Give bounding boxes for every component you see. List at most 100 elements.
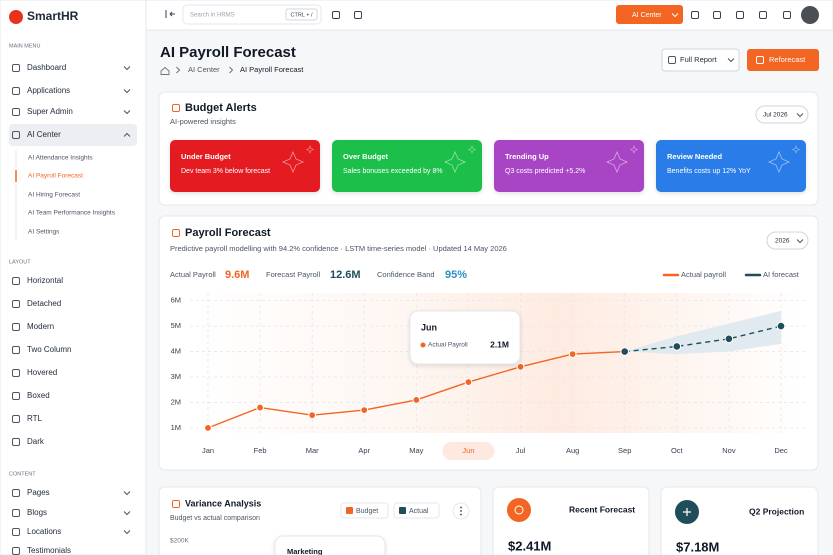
x-tick-label: Oct <box>671 446 684 455</box>
kpi-label: Confidence Band <box>377 270 435 279</box>
alert-title: Review Needed <box>667 152 722 161</box>
full-report-button[interactable] <box>661 48 740 72</box>
x-tick-label: Feb <box>254 446 267 455</box>
x-tick-label: Jan <box>202 446 214 455</box>
icon <box>713 11 721 19</box>
chevron <box>123 511 131 516</box>
menu-active-bg <box>9 124 137 146</box>
x-tick-label: Jun <box>462 446 474 455</box>
chevron <box>123 89 131 94</box>
tooltip-title: Marketing <box>287 547 323 555</box>
kpi-value: 9.6M <box>225 269 249 281</box>
menu-item[interactable]: Dashboard <box>27 63 66 72</box>
menu-item[interactable]: Dark <box>27 437 45 446</box>
data-point <box>360 406 369 414</box>
ai-center-button-label[interactable]: AI Center <box>632 12 662 19</box>
alert-text: Benefits costs up 12% YoY <box>667 168 751 175</box>
y-axis-label: $200K <box>170 538 189 545</box>
more-dot <box>460 513 462 516</box>
alert-title: Trending Up <box>505 152 549 161</box>
menu-item[interactable]: Applications <box>27 86 70 95</box>
x-tick-label: Dec <box>774 446 788 455</box>
y-tick-label: 1M <box>171 423 181 432</box>
ai-center-button[interactable] <box>616 5 683 24</box>
y-tick-label: 3M <box>171 372 181 381</box>
period-dropdown[interactable] <box>755 105 809 124</box>
data-point <box>256 403 264 412</box>
icon <box>12 415 20 423</box>
stat-icon-glyph <box>514 505 524 515</box>
x-highlight <box>442 442 495 460</box>
menu-item[interactable]: Modern <box>27 322 54 331</box>
legend-swatch <box>346 507 353 514</box>
collapse-icon <box>165 10 175 18</box>
year-label[interactable]: 2026 <box>775 238 790 245</box>
x-tick-label: Aug <box>566 446 579 455</box>
stat-icon-glyph <box>683 508 691 516</box>
y-tick-label: 2M <box>171 397 181 406</box>
chevron <box>229 66 234 74</box>
card-subtitle: Budget vs actual comparison <box>170 515 260 522</box>
icon <box>172 229 180 237</box>
menu-item[interactable]: Hovered <box>27 368 57 377</box>
brand-name: SmartHR <box>27 9 79 23</box>
submenu-item[interactable]: AI Attendance Insights <box>28 155 93 162</box>
menu-item[interactable]: AI Center <box>27 130 61 139</box>
reforecast-label[interactable]: Reforecast <box>769 55 806 64</box>
menu-item[interactable]: Locations <box>27 527 61 536</box>
y-tick-label: 6M <box>171 296 181 305</box>
menu-item[interactable]: Super Admin <box>27 107 73 116</box>
sparkle <box>443 150 467 174</box>
tooltip-label: Actual Payroll <box>428 342 468 349</box>
menu-item[interactable]: Detached <box>27 299 61 308</box>
alert-text: Dev team 3% below forecast <box>181 168 270 175</box>
menu-item[interactable]: Boxed <box>27 391 50 400</box>
chevron <box>123 110 131 115</box>
menu-item[interactable]: Horizontal <box>27 276 63 285</box>
icon <box>12 509 20 517</box>
menu-item[interactable]: Pages <box>27 488 50 497</box>
icon <box>12 369 20 377</box>
data-point <box>724 334 734 344</box>
icon <box>12 300 20 308</box>
legend-label: Budget <box>356 508 378 515</box>
sidebar <box>0 0 147 555</box>
search-placeholder: Search in HRMS <box>190 13 235 19</box>
brand-logo <box>9 10 23 24</box>
period-label[interactable]: Jul 2026 <box>763 112 788 119</box>
submenu-item[interactable]: AI Payroll Forecast <box>28 173 83 180</box>
icon <box>756 56 764 64</box>
chevron <box>123 530 131 535</box>
chevron <box>123 491 131 496</box>
alert-card <box>656 140 806 192</box>
full-report-label[interactable]: Full Report <box>680 55 718 64</box>
stat-title: Q2 Projection <box>749 506 804 516</box>
icon <box>354 11 362 19</box>
sparkle <box>605 150 629 174</box>
card <box>660 486 819 555</box>
kpi-label: Forecast Payroll <box>266 270 321 279</box>
icon <box>736 11 744 19</box>
chevron <box>671 13 679 18</box>
sparkle <box>791 145 801 154</box>
data-point <box>620 347 630 356</box>
reforecast-button[interactable] <box>747 49 819 71</box>
x-tick-label: May <box>409 446 423 455</box>
x-tick-label: Apr <box>358 446 370 455</box>
breadcrumb-link[interactable]: AI Center <box>188 65 220 74</box>
x-tick-label: Mar <box>306 446 319 455</box>
icon <box>172 500 180 508</box>
menu-item[interactable]: Testimonials <box>27 546 71 555</box>
x-tick-label: Jul <box>516 446 526 455</box>
alert-title: Under Budget <box>181 152 231 161</box>
menu-item[interactable]: Two Column <box>27 345 71 354</box>
year-dropdown[interactable] <box>766 231 809 250</box>
avatar[interactable] <box>801 6 819 24</box>
legend-label: Actual payroll <box>681 270 726 279</box>
submenu-item[interactable]: AI Team Performance Insights <box>28 210 116 217</box>
menu-item[interactable]: Blogs <box>27 508 47 517</box>
submenu-item[interactable]: AI Hiring Forecast <box>28 192 80 199</box>
sparkle <box>767 150 791 174</box>
submenu-item[interactable]: AI Settings <box>28 229 60 236</box>
menu-item[interactable]: RTL <box>27 414 43 423</box>
